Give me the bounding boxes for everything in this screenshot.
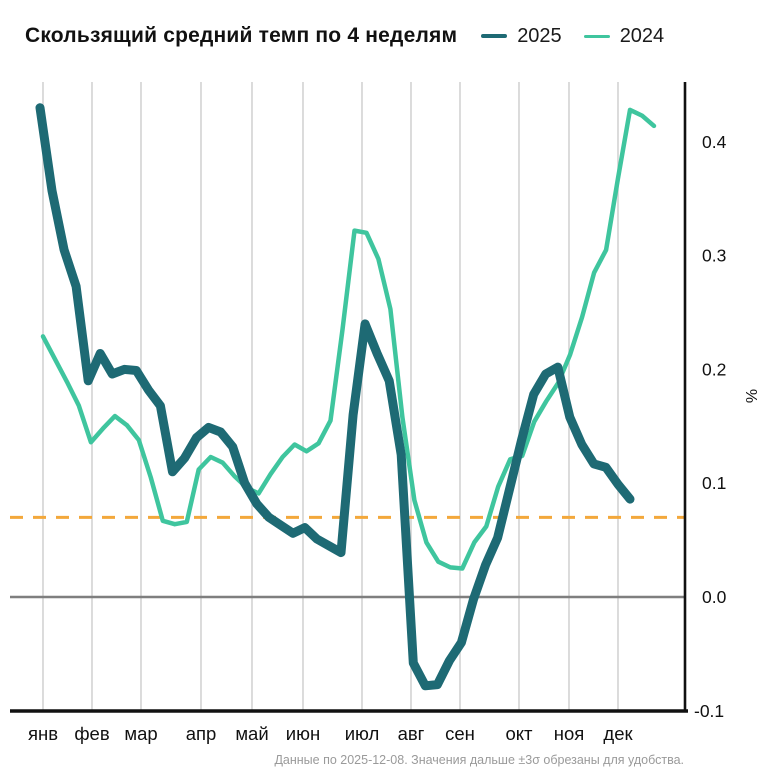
- x-tick-label-фев: фев: [74, 723, 110, 744]
- y-tick-label-0.1: 0.1: [702, 473, 726, 493]
- x-tick-label-апр: апр: [186, 723, 217, 744]
- series-line-2025: [35, 103, 635, 691]
- legend-line-swatch-2024: [583, 34, 610, 38]
- series-line-2024: [40, 107, 657, 571]
- x-tick-label-июл: июл: [345, 723, 380, 744]
- chart-header: Скользящий средний темп по 4 неделям 202…: [25, 24, 772, 48]
- x-tick-label-мар: мар: [124, 723, 157, 744]
- x-tick-label-окт: окт: [505, 723, 533, 744]
- chart-title: Скользящий средний темп по 4 неделям: [25, 24, 458, 47]
- x-tick-label-авг: авг: [398, 723, 425, 744]
- y-tick-label--0.1: -0.1: [694, 701, 724, 721]
- legend-line-swatch-2025: [481, 34, 508, 38]
- x-tick-label-май: май: [235, 723, 268, 744]
- legend-label-2025: 2025: [517, 24, 562, 47]
- x-tick-label-ноя: ноя: [554, 723, 585, 744]
- legend: 2025 2024: [481, 25, 664, 48]
- x-tick-label-дек: дек: [603, 723, 633, 744]
- y-tick-label-0.0: 0.0: [702, 587, 727, 607]
- data-footnote: Данные по 2025-12-08. Значения дальше ±3…: [274, 753, 684, 767]
- legend-item-2025: 2025: [481, 25, 562, 48]
- y-tick-label-0.2: 0.2: [702, 359, 726, 379]
- y-tick-label-0.3: 0.3: [702, 246, 726, 266]
- x-tick-label-июн: июн: [286, 723, 320, 744]
- x-tick-label-янв: янв: [28, 723, 58, 744]
- legend-label-2024: 2024: [619, 24, 665, 47]
- y-axis-label-percent: %: [744, 389, 761, 403]
- legend-item-2024: 2024: [583, 24, 665, 48]
- x-tick-label-сен: сен: [445, 723, 475, 744]
- y-tick-label-0.4: 0.4: [702, 132, 727, 152]
